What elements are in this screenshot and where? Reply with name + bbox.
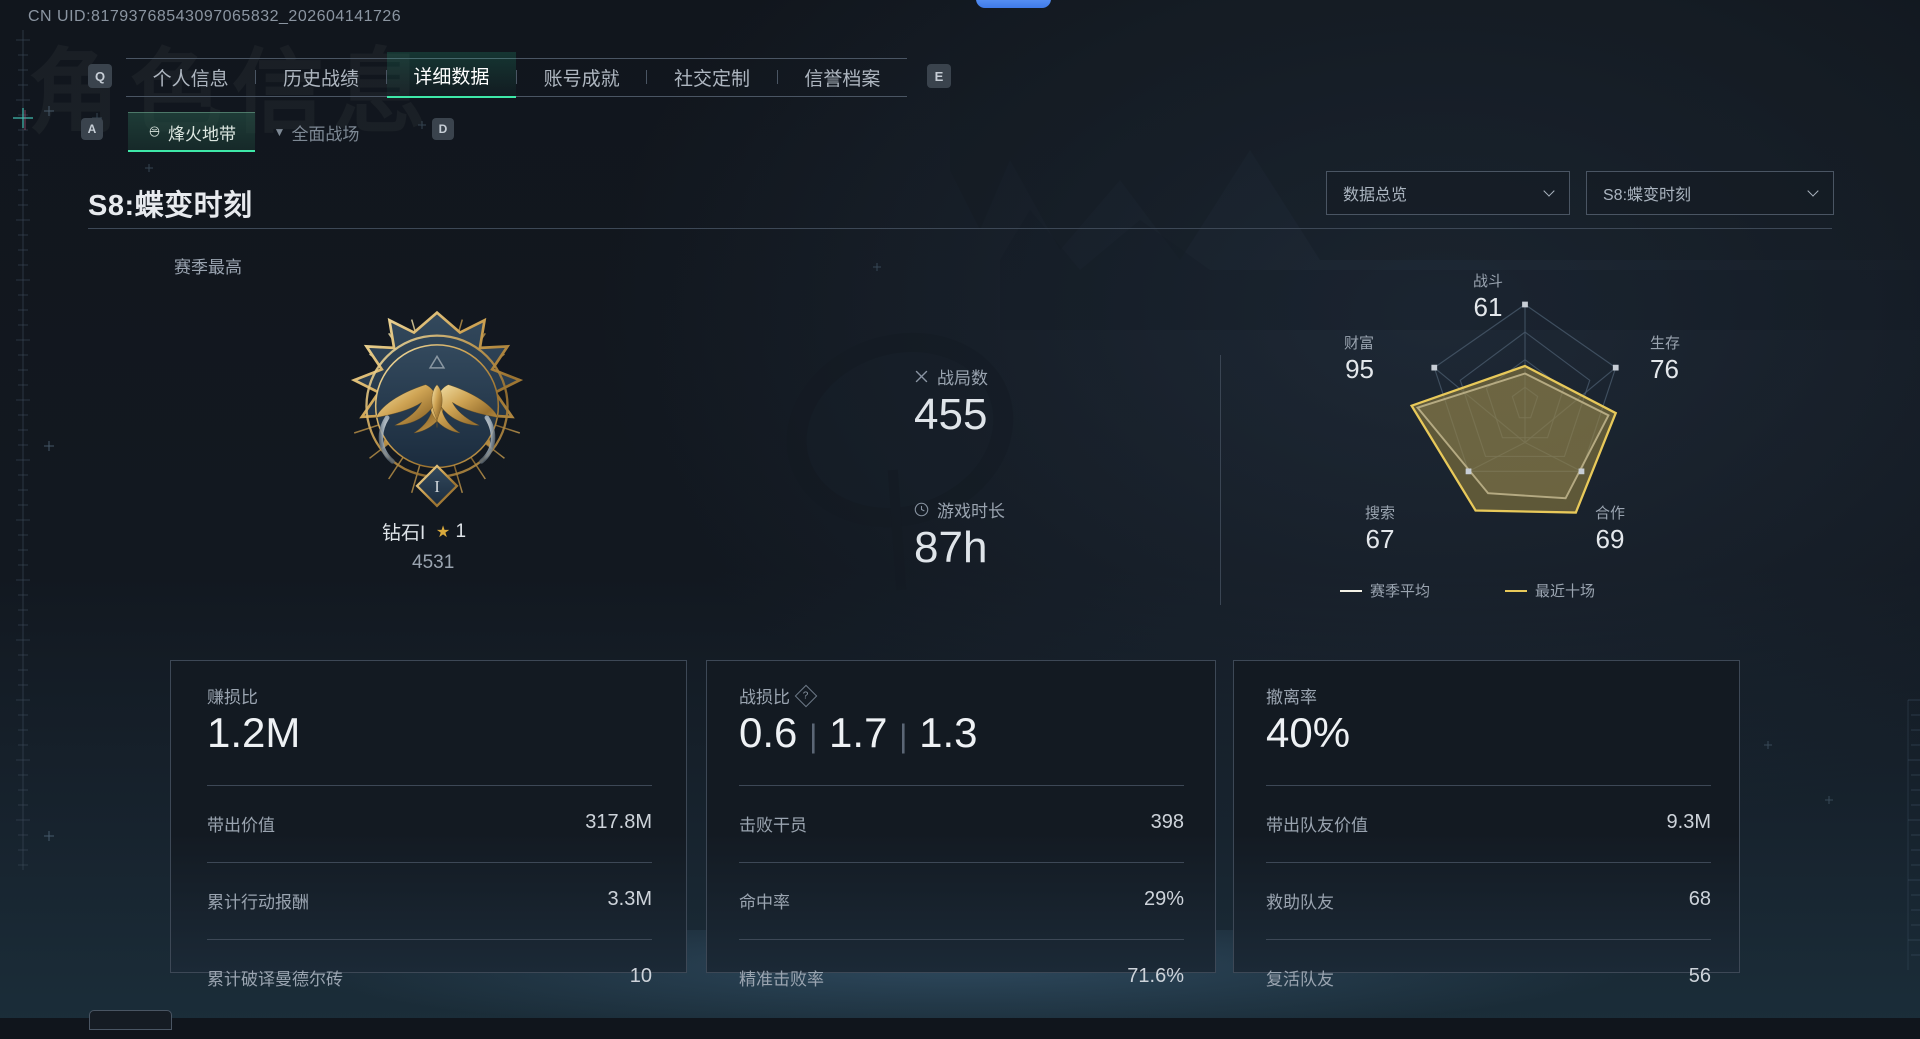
svg-text:I: I xyxy=(434,477,440,496)
